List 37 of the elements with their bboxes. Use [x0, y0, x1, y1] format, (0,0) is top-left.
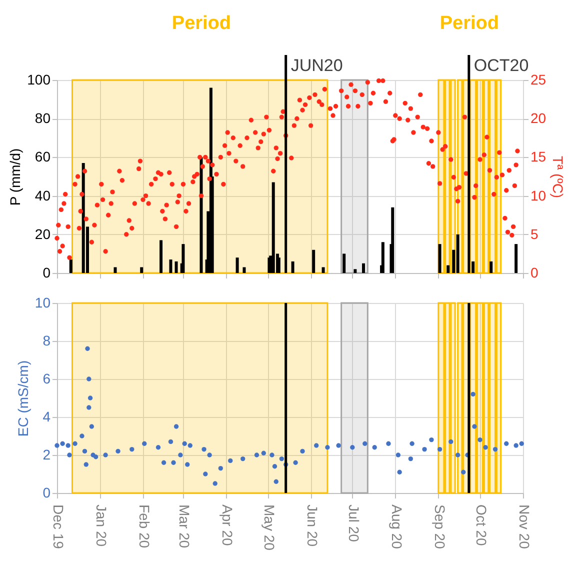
y2-tick-label: 5 [530, 226, 538, 242]
x-tick-label: Mar 20 [176, 504, 193, 548]
ref-line-label: JUN20 [290, 56, 343, 75]
ref-line-label: OCT20 [474, 56, 529, 75]
y-axis-title: EC (mS/cm) [14, 360, 31, 437]
y2-tick-label: 0 [530, 264, 538, 280]
y-tick-label: 6 [42, 370, 51, 386]
y2-tick-label: 10 [530, 187, 546, 204]
x-tick-label: Jan 20 [93, 504, 110, 547]
y-tick-label: 100 [27, 72, 51, 88]
x-tick-label: May 20 [261, 504, 278, 551]
text: Period [440, 13, 499, 34]
y-tick-label: 20 [34, 226, 51, 242]
y-tick-label: 4 [42, 408, 51, 424]
y-tick-label: 0 [42, 484, 51, 500]
x-tick-label: Jun 20 [304, 504, 320, 547]
text: Period [172, 13, 232, 34]
x-tick-label: Jul 20 [346, 504, 362, 542]
x-tick-label: Sep 20 [432, 504, 448, 550]
x-tick-label: Dec 19 [50, 504, 66, 550]
x-tick-label: Oct 20 [474, 504, 490, 546]
y-tick-label: 0 [42, 264, 51, 280]
y-tick-label: 8 [42, 332, 51, 348]
y2-axis-title: Tª (ºC) [550, 156, 566, 198]
y-tick-label: 2 [42, 446, 51, 462]
x-tick-label: Nov 20 [516, 504, 532, 550]
x-tick-label: Apr 20 [220, 504, 236, 546]
x-tick-label: Aug 20 [388, 504, 405, 550]
y2-tick-label: 25 [530, 72, 546, 88]
y-axis-title: P (mm/d) [7, 148, 24, 206]
y-tick-label: 60 [34, 148, 51, 165]
y-tick-label: 10 [34, 294, 51, 310]
y2-tick-label: 20 [530, 110, 546, 126]
y2-tick-label: 15 [530, 148, 546, 165]
x-tick-label: Feb 20 [136, 504, 152, 548]
y-tick-label: 40 [34, 187, 51, 204]
y-tick-label: 80 [34, 110, 51, 126]
